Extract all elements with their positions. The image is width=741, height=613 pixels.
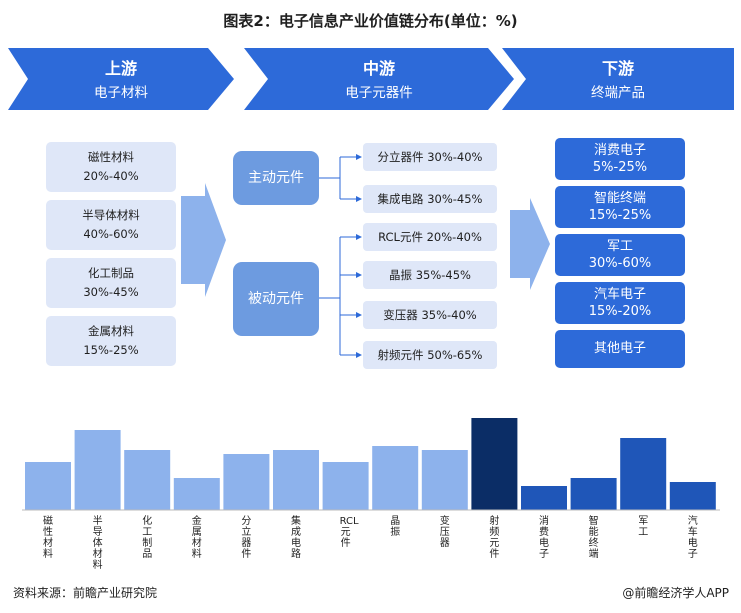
x-tick-label: 分立器件: [241, 516, 252, 560]
x-tick-label: 消费电子: [539, 516, 549, 560]
midstream-item-range: 35%-45%: [415, 268, 471, 282]
downstream-item-range: 15%-20%: [588, 304, 652, 319]
x-tick-label: 半导体材料: [92, 516, 103, 571]
upstream-item: 磁性材料 20%-40%: [46, 142, 176, 192]
upstream-item-name: 金属材料: [88, 324, 134, 338]
downstream-item: 其他电子: [555, 330, 685, 368]
x-tick-label: 化工制品: [142, 516, 153, 560]
x-tick-label: 晶振: [390, 516, 401, 538]
x-tick-label: 集成电路: [291, 516, 301, 560]
upstream-item-range: 20%-40%: [83, 169, 139, 183]
value-chain-bar-chart: [22, 418, 720, 511]
downstream-item-name: 消费电子: [593, 143, 646, 158]
x-tick-label: RCL元件: [339, 516, 359, 549]
x-tick-label: 智能终端: [588, 516, 599, 560]
midstream-item-name: 集成电路: [377, 192, 424, 206]
stage-midstream-sub: 电子元器件: [345, 85, 413, 101]
midstream-item: 集成电路 30%-45%: [363, 185, 497, 213]
upstream-item-range: 40%-60%: [83, 227, 139, 241]
downstream-item-name: 其他电子: [593, 341, 646, 356]
chevron-shape: [244, 48, 514, 110]
midstream-item-range: 30%-40%: [427, 150, 483, 164]
bar-集成电路: [273, 450, 319, 510]
midstream-item: 晶振 35%-45%: [363, 261, 497, 289]
upstream-item-range: 30%-45%: [83, 285, 139, 299]
midstream-item: 分立器件 30%-40%: [363, 143, 497, 171]
downstream-item-name: 汽车电子: [593, 287, 646, 302]
midstream-item-range: 50%-65%: [427, 348, 483, 362]
downstream-item-name: 军工: [606, 239, 633, 254]
active-components-box: 主动元件: [233, 151, 319, 205]
page-title: 图表2：电子信息产业价值链分布(单位：%): [223, 12, 518, 30]
midstream-item-range: 20%-40%: [426, 230, 482, 244]
bar-晶振: [372, 446, 419, 510]
upstream-item: 半导体材料 40%-60%: [46, 200, 176, 250]
bar-半导体材料: [74, 430, 121, 510]
midstream-item-range: 30%-45%: [427, 192, 483, 206]
midstream-item-name: 分立器件: [377, 150, 424, 164]
downstream-item: 消费电子 5%-25%: [555, 138, 685, 180]
upstream-item: 化工制品 30%-45%: [46, 258, 176, 308]
downstream-item: 智能终端 15%-25%: [555, 186, 685, 228]
downstream-item: 军工 30%-60%: [555, 234, 685, 276]
midstream-item-name: RCL元件: [378, 230, 423, 244]
x-tick-label: 变压器: [439, 516, 450, 549]
downstream-item: 汽车电子 15%-20%: [555, 282, 685, 324]
downstream-item-range: 30%-60%: [588, 256, 652, 271]
x-tick-label: 军工: [638, 516, 649, 538]
stage-upstream-name: 上游: [104, 59, 137, 78]
bar-射频元件: [471, 418, 518, 510]
flow-arrow-midstream: [510, 198, 550, 290]
bar-汽车电子: [669, 482, 716, 510]
bar-分立器件: [223, 454, 270, 510]
bar-军工: [620, 438, 667, 510]
stage-midstream: 中游 电子元器件: [244, 48, 514, 110]
bar-智能终端: [570, 478, 617, 510]
midstream-item: RCL元件 20%-40%: [363, 223, 497, 251]
midstream-item-name: 射频元件: [377, 348, 424, 362]
stage-upstream: 上游 电子材料: [8, 48, 234, 110]
midstream-item: 射频元件 50%-65%: [363, 341, 497, 369]
stage-downstream: 下游 终端产品: [502, 48, 734, 110]
stage-downstream-sub: 终端产品: [591, 85, 645, 101]
upstream-item-name: 磁性材料: [88, 150, 134, 164]
upstream-item-range: 15%-25%: [83, 343, 139, 357]
chevron-shape: [8, 48, 234, 110]
stage-downstream-name: 下游: [601, 59, 634, 78]
x-tick-label: 汽车电子: [687, 516, 698, 560]
stage-midstream-name: 中游: [362, 59, 395, 78]
downstream-item-name: 智能终端: [593, 191, 646, 206]
upstream-item: 金属材料 15%-25%: [46, 316, 176, 366]
midstream-item: 变压器 35%-40%: [363, 301, 497, 329]
x-tick-label: 射频元件: [489, 516, 500, 560]
bar-金属材料: [173, 478, 220, 510]
bar-磁性材料: [25, 462, 71, 510]
midstream-item-name: 晶振: [389, 268, 413, 282]
brand-watermark: @前瞻经济学人APP: [622, 586, 729, 600]
bar-消费电子: [521, 486, 567, 510]
x-tick-label: 磁性材料: [43, 516, 53, 560]
chevron-shape: [502, 48, 734, 110]
midstream-item-name: 变压器: [383, 308, 418, 322]
stage-upstream-sub: 电子材料: [94, 85, 148, 101]
flow-connectors: [181, 154, 550, 358]
flow-arrow-upstream: [181, 183, 226, 297]
source-note: 资料来源：前瞻产业研究院: [13, 586, 158, 600]
passive-components-box: 被动元件: [233, 262, 319, 336]
x-tick-label: 金属材料: [191, 516, 202, 560]
downstream-item-range: 15%-25%: [588, 208, 652, 223]
midstream-item-range: 35%-40%: [421, 308, 477, 322]
upstream-item-name: 化工制品: [88, 266, 134, 280]
upstream-item-name: 半导体材料: [82, 208, 140, 222]
bar-化工制品: [124, 450, 171, 510]
bar-变压器: [421, 450, 468, 510]
downstream-item-range: 5%-25%: [592, 160, 648, 175]
bar-RCL元件: [322, 462, 369, 510]
